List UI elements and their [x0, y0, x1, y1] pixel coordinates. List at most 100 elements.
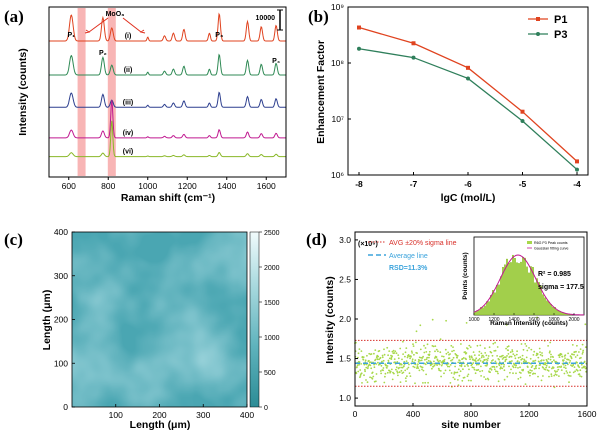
x-tick-label: -5 [519, 179, 527, 189]
y-axis-title-b: Enhancement Factor [315, 40, 327, 144]
spectrum-line [49, 100, 286, 139]
series-label: (i) [125, 33, 132, 40]
x-tick-label: 800 [101, 181, 115, 191]
moo3-label: MoO₃ [106, 11, 125, 18]
inset-x-tick-label: 1000 [468, 317, 479, 323]
histogram-inset: 1000 1200 1400 1600 1800 2000 R6G P3 Peak cou… [462, 236, 585, 327]
inset-x-tick-label: 1800 [548, 317, 559, 323]
inset-x-tick-label: 1200 [488, 317, 499, 323]
colorbar-tick-label: 0 [264, 405, 268, 412]
data-point [520, 109, 525, 114]
data-point [520, 119, 525, 124]
spectrum-line [49, 53, 286, 76]
legend-avg-band: AVG ±20% sigma line [389, 240, 457, 247]
panel-d: (d) 0 400 800 1200 1600 1.0 1.5 2.0 2.5 3.0 (×10⁵… [306, 230, 597, 431]
x-axis-title-b: lgC (mol/L) [441, 192, 496, 204]
inset-y-title: Points (counts) [462, 252, 469, 299]
inset-x-tick-label: 1600 [528, 317, 539, 323]
spectrum-line [49, 120, 286, 158]
y-ticks-b: 10⁶ 10⁷ 10⁸ 10⁹ [331, 2, 351, 180]
arrow-heads [84, 29, 146, 34]
panel-label-b: (b) [308, 7, 329, 26]
data-point [411, 41, 416, 46]
intensity-points [354, 316, 588, 389]
x-axis-title-a: Raman shift (cm⁻¹) [121, 192, 215, 204]
legend-average-line: Average line [389, 253, 428, 260]
y-tick-label: 100 [54, 358, 68, 368]
panel-label-c: (c) [4, 230, 23, 249]
raman-spectra [49, 12, 286, 158]
x-tick-label: 1600 [578, 409, 597, 419]
panel-label-d: (d) [306, 230, 327, 249]
legend-label: P1 [554, 14, 567, 26]
y-multiplier: (×10⁵) [358, 241, 378, 248]
y-axis-title-d: Intensity (counts) [324, 276, 336, 364]
legend-d: AVG ±20% sigma line Average line RSD=11.… [368, 240, 457, 272]
x-tick-label: 1200 [520, 409, 539, 419]
y-tick-label: 1.0 [339, 393, 351, 403]
inset-r2: R² = 0.985 [538, 271, 571, 278]
inset-sigma: sigma = 177.5 [538, 284, 584, 291]
inset-x-tick-label: 2000 [568, 317, 579, 323]
series-label: (vi) [123, 149, 134, 156]
data-point [411, 55, 416, 60]
y-tick-label: 10⁸ [331, 58, 344, 68]
gaussian-curve [473, 254, 584, 316]
enhancement-lines [357, 25, 579, 172]
ticks-d: 0 400 800 1200 1600 1.0 1.5 2.0 2.5 3.0 [339, 235, 597, 419]
x-axis-title-c: Length (μm) [130, 419, 191, 431]
series-label: (iv) [123, 130, 134, 137]
x-ticks-a: 600 800 1000 1200 1400 1600 [62, 177, 276, 191]
inset-x-title: Raman Intensity (counts) [490, 320, 568, 327]
peak-label: P₃ [215, 32, 223, 39]
y-axis-title-c: Length (μm) [41, 290, 53, 351]
x-tick-label: 100 [109, 410, 123, 420]
series-labels: (i) (ii) (iii) (iv) (vi) [123, 33, 134, 156]
y-axis-title-a: Intensity (counts) [17, 48, 29, 136]
colorbar-tick-label: 1000 [264, 335, 280, 342]
panel-a: (a) 600 800 1000 1200 1400 1600 P₁ P₂ P₃ P₄ MoO₃… [4, 6, 287, 204]
y-tick-label: 400 [54, 227, 68, 237]
peak-label: P₁ [68, 32, 76, 39]
x-tick-label: 1400 [217, 181, 236, 191]
panel-c: (c) 100 200 300 400 0 100 200 300 400 0 500 1000 150… [4, 227, 280, 431]
legend-label: P3 [554, 29, 567, 41]
series-label: (ii) [124, 67, 133, 74]
x-axis-title-d: site number [441, 419, 501, 431]
inset-ticks: 1000 1200 1400 1600 1800 2000 [468, 313, 580, 323]
moo3-highlight-bands [77, 8, 116, 176]
x-tick-label: 800 [464, 409, 478, 419]
x-tick-label: 0 [353, 409, 358, 419]
y-tick-label: 2.0 [339, 314, 351, 324]
data-point [466, 65, 470, 70]
data-point [575, 167, 579, 172]
heatmap-ticks: 100 200 300 400 0 100 200 300 400 0 500 1000 1500 200… [54, 227, 280, 420]
data-point [357, 25, 361, 30]
peak-label: P₄ [272, 58, 280, 65]
colorbar-tick-label: 2000 [264, 265, 280, 272]
scale-bar-label: 10000 [256, 15, 276, 22]
moo3-band [77, 8, 86, 176]
colorbar [249, 231, 260, 408]
y-tick-label: 300 [54, 271, 68, 281]
peak-label: P₂ [99, 50, 107, 57]
data-point [575, 159, 579, 164]
colorbar-tick-label: 500 [264, 370, 276, 377]
x-tick-label: -8 [355, 179, 363, 189]
x-tick-label: 400 [406, 409, 420, 419]
rsd-label: RSD=11.3% [389, 265, 428, 272]
x-tick-label: 400 [240, 410, 254, 420]
colorbar-tick-label: 1500 [264, 300, 280, 307]
x-tick-label: 1200 [178, 181, 197, 191]
inset-legend-curve: Gaussian fitting curve [534, 247, 569, 251]
y-tick-label: 3.0 [339, 235, 351, 245]
y-tick-label: 1.5 [339, 354, 351, 364]
heatmap-texture [72, 232, 247, 407]
y-tick-label: 10⁷ [331, 114, 344, 124]
y-tick-label: 200 [54, 315, 68, 325]
panel-label-a: (a) [4, 7, 24, 26]
peak-labels: P₁ P₂ P₃ P₄ [68, 32, 281, 65]
data-point [357, 46, 361, 51]
